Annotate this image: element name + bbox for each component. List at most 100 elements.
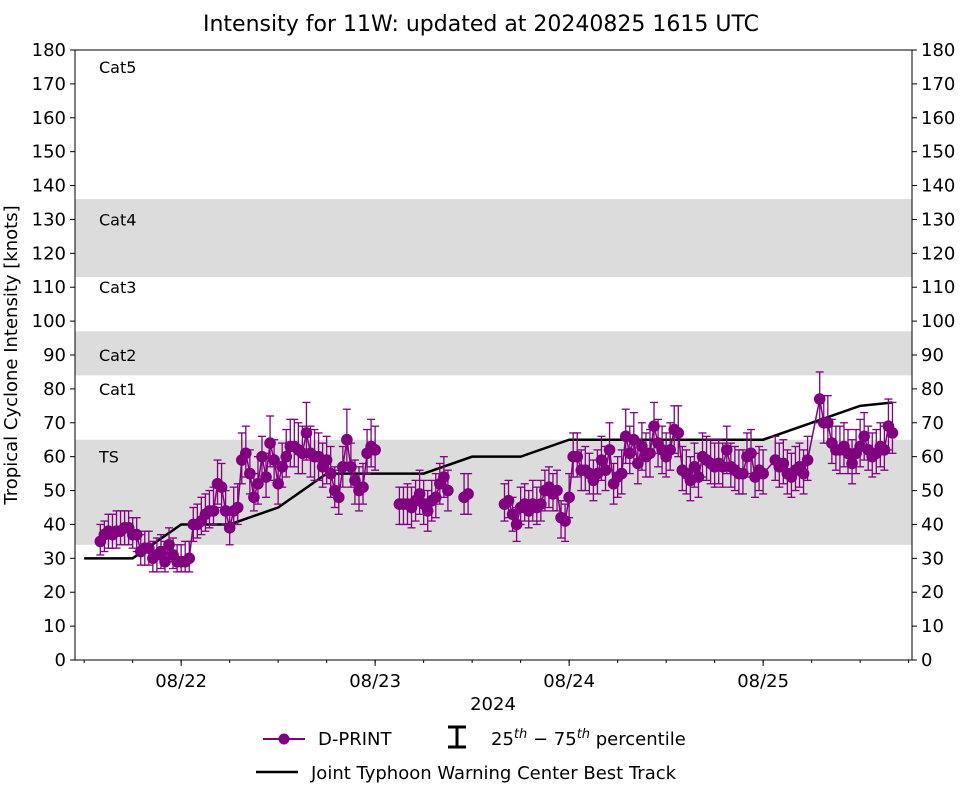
dprint-marker	[506, 508, 519, 521]
dprint-marker	[842, 447, 854, 460]
y-tick-label-right: 70	[921, 413, 944, 434]
band-cat4	[75, 199, 912, 278]
dprint-marker	[797, 467, 810, 480]
dprint-marker	[745, 447, 757, 460]
y-tick-label-left: 100	[32, 311, 66, 332]
y-tick-label-right: 160	[921, 108, 955, 129]
dprint-marker	[595, 454, 608, 466]
dprint-marker	[692, 471, 705, 483]
dprint-marker	[462, 488, 474, 500]
dprint-marker	[510, 518, 523, 531]
dprint-marker	[757, 467, 769, 480]
dprint-marker	[878, 444, 891, 456]
legend-best-track-label: Joint Typhoon Warning Center Best Track	[310, 763, 677, 784]
legend-percentile-label: 25th − 75th percentile	[491, 727, 686, 750]
category-label-cat2: Cat2	[99, 346, 136, 365]
dprint-marker	[603, 444, 616, 456]
band-cat2	[75, 331, 912, 376]
dprint-marker	[801, 454, 814, 466]
dprint-marker	[636, 440, 648, 453]
y-tick-label-right: 100	[921, 311, 955, 332]
dprint-marker	[143, 542, 155, 554]
dprint-marker	[345, 461, 357, 473]
category-label-cat4: Cat4	[99, 210, 136, 229]
dprint-layer	[94, 371, 899, 573]
y-tick-label-left: 80	[43, 379, 66, 400]
best-track-line	[84, 401, 893, 560]
x-tick-label: 08/22	[155, 671, 207, 692]
dprint-line-segment	[236, 459, 243, 508]
dprint-marker	[223, 522, 236, 534]
dprint-marker	[442, 484, 454, 497]
dprint-marker	[260, 471, 272, 483]
legend: D-PRINT 25th − 75th percentile Joint Typ…	[256, 725, 686, 784]
dprint-marker	[130, 528, 143, 541]
dprint-marker	[413, 488, 426, 500]
x-tick-label: 08/25	[737, 671, 789, 692]
dprint-marker	[163, 538, 175, 551]
dprint-marker	[421, 505, 434, 517]
dprint-marker	[822, 416, 834, 429]
dprint-marker	[623, 447, 636, 460]
dprint-marker	[535, 498, 547, 510]
dprint-marker	[559, 515, 571, 527]
y-tick-label-left: 20	[43, 582, 66, 603]
dprint-marker	[429, 491, 442, 504]
y-tick-label-right: 110	[921, 277, 955, 298]
dprint-marker	[280, 450, 293, 463]
legend-percentile-icon	[448, 725, 466, 749]
dprint-marker	[159, 555, 171, 568]
dprint-marker	[248, 491, 260, 504]
y-tick-label-right: 30	[921, 548, 944, 569]
y-tick-label-left: 70	[43, 413, 66, 434]
dprint-marker	[332, 491, 345, 504]
dprint-marker	[296, 447, 309, 460]
dprint-marker	[644, 447, 656, 460]
dprint-marker	[628, 433, 640, 446]
x-tick-label: 08/24	[543, 671, 595, 692]
dprint-marker	[215, 481, 228, 493]
dprint-marker	[324, 467, 337, 480]
y-tick-label-left: 10	[43, 616, 66, 637]
dprint-marker	[256, 450, 268, 463]
y-tick-label-left: 90	[43, 345, 66, 366]
dprint-marker	[672, 427, 685, 439]
y-tick-label-left: 120	[32, 243, 66, 264]
category-label-cat3: Cat3	[99, 278, 136, 297]
y-tick-label-left: 50	[43, 481, 66, 502]
dprint-marker	[813, 393, 826, 405]
dprint-marker	[268, 454, 280, 466]
x-axis: 08/22 08/23 08/24 08/25	[83, 660, 910, 692]
dprint-marker	[300, 427, 313, 439]
dprint-line-segment	[568, 456, 574, 498]
dprint-marker	[341, 433, 353, 446]
category-bands	[75, 199, 912, 545]
dprint-marker	[720, 444, 733, 456]
y-tick-label-left: 180	[32, 40, 66, 61]
y-tick-label-right: 60	[921, 447, 944, 468]
dprint-marker	[244, 467, 256, 480]
dprint-line-segment	[677, 432, 684, 471]
dprint-marker	[264, 437, 276, 449]
dprint-marker	[183, 552, 196, 565]
dprint-marker	[349, 474, 361, 487]
category-label-cat5: Cat5	[99, 58, 136, 77]
category-label-ts: TS	[98, 448, 119, 467]
y-tick-label-left: 170	[32, 74, 66, 95]
y-tick-label-left: 110	[32, 277, 66, 298]
y-tick-label-right: 120	[921, 243, 955, 264]
dprint-marker	[155, 545, 167, 558]
y-tick-label-right: 40	[921, 514, 944, 535]
dprint-marker	[337, 461, 349, 473]
y-tick-label-right: 10	[921, 616, 944, 637]
dprint-marker	[648, 420, 660, 432]
best-track-layer	[84, 401, 893, 560]
dprint-marker	[632, 457, 644, 470]
dprint-marker	[320, 454, 333, 466]
dprint-marker	[563, 491, 575, 504]
chart-title: Intensity for 11W: updated at 20240825 1…	[203, 12, 759, 37]
y-tick-label-left: 40	[43, 514, 66, 535]
x-axis-label: 2024	[470, 694, 516, 715]
